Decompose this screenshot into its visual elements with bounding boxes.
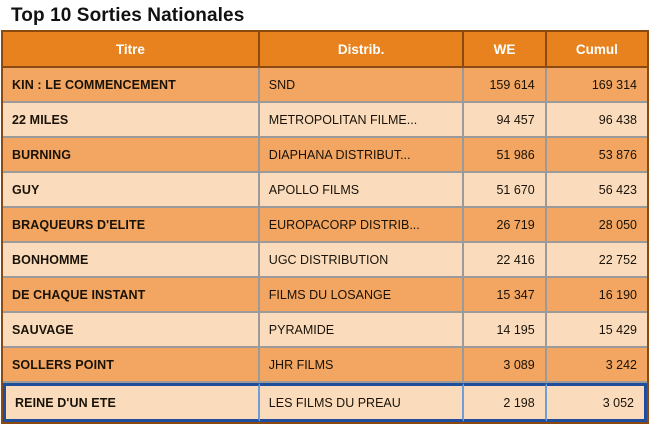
cell-distrib: UGC DISTRIBUTION — [259, 243, 465, 278]
cell-cumul: 169 314 — [546, 68, 647, 103]
cell-titre: SAUVAGE — [3, 313, 260, 348]
cell-distrib: SND — [259, 68, 465, 103]
cell-we: 51 670 — [464, 173, 547, 208]
cell-distrib: DIAPHANA DISTRIBUT... — [259, 138, 465, 173]
cell-we: 15 347 — [464, 278, 547, 313]
column-header-distrib[interactable]: Distrib. — [259, 32, 465, 68]
cell-we: 22 416 — [464, 243, 547, 278]
cell-we: 2 198 — [464, 383, 547, 422]
cell-distrib: PYRAMIDE — [259, 313, 465, 348]
column-header-we[interactable]: WE — [464, 32, 547, 68]
cell-distrib: LES FILMS DU PREAU — [259, 383, 465, 422]
cell-cumul: 28 050 — [546, 208, 647, 243]
column-header-cumul[interactable]: Cumul — [546, 32, 647, 68]
cell-cumul: 22 752 — [546, 243, 647, 278]
cell-distrib: APOLLO FILMS — [259, 173, 465, 208]
cell-titre: 22 MILES — [3, 103, 260, 138]
cell-cumul: 3 052 — [546, 383, 647, 422]
cell-we: 26 719 — [464, 208, 547, 243]
cell-cumul: 16 190 — [546, 278, 647, 313]
cell-we: 14 195 — [464, 313, 547, 348]
cell-distrib: EUROPACORP DISTRIB... — [259, 208, 465, 243]
cell-titre: BONHOMME — [3, 243, 260, 278]
ranking-table-container: Titre Distrib. WE Cumul KIN : LE COMMENC… — [1, 30, 649, 424]
cell-titre: REINE D'UN ETE — [3, 383, 260, 422]
table-row[interactable]: 22 MILES METROPOLITAN FILME... 94 457 96 43… — [3, 103, 647, 138]
page-title: Top 10 Sorties Nationales — [11, 5, 245, 26]
table-row[interactable]: BONHOMME UGC DISTRIBUTION 22 416 22 752 — [3, 243, 647, 278]
cell-we: 3 089 — [464, 348, 547, 383]
cell-distrib: METROPOLITAN FILME... — [259, 103, 465, 138]
cell-titre: GUY — [3, 173, 260, 208]
cell-cumul: 15 429 — [546, 313, 647, 348]
cell-we: 51 986 — [464, 138, 547, 173]
column-header-titre[interactable]: Titre — [3, 32, 260, 68]
table-body: KIN : LE COMMENCEMENT SND 159 614 169 314 22… — [3, 68, 647, 422]
cell-titre: DE CHAQUE INSTANT — [3, 278, 260, 313]
cell-titre: KIN : LE COMMENCEMENT — [3, 68, 260, 103]
cell-cumul: 3 242 — [546, 348, 647, 383]
table-row[interactable]: KIN : LE COMMENCEMENT SND 159 614 169 314 — [3, 68, 647, 103]
cell-titre: BRAQUEURS D'ELITE — [3, 208, 260, 243]
table-row[interactable]: SOLLERS POINT JHR FILMS 3 089 3 242 — [3, 348, 647, 383]
cell-titre: SOLLERS POINT — [3, 348, 260, 383]
cell-we: 159 614 — [464, 68, 547, 103]
table-row[interactable]: REINE D'UN ETE LES FILMS DU PREAU 2 198 3 0… — [3, 383, 647, 422]
table-row[interactable]: SAUVAGE PYRAMIDE 14 195 15 429 — [3, 313, 647, 348]
table-row[interactable]: BRAQUEURS D'ELITE EUROPACORP DISTRIB... 26… — [3, 208, 647, 243]
table-header: Titre Distrib. WE Cumul — [3, 32, 647, 68]
cell-distrib: FILMS DU LOSANGE — [259, 278, 465, 313]
cell-cumul: 56 423 — [546, 173, 647, 208]
table-row[interactable]: GUY APOLLO FILMS 51 670 56 423 — [3, 173, 647, 208]
cell-titre: BURNING — [3, 138, 260, 173]
top-releases-table: Titre Distrib. WE Cumul KIN : LE COMMENC… — [1, 30, 649, 424]
cell-distrib: JHR FILMS — [259, 348, 465, 383]
cell-cumul: 53 876 — [546, 138, 647, 173]
table-row[interactable]: BURNING DIAPHANA DISTRIBUT... 51 986 53 876 — [3, 138, 647, 173]
cell-we: 94 457 — [464, 103, 547, 138]
cell-cumul: 96 438 — [546, 103, 647, 138]
table-row[interactable]: DE CHAQUE INSTANT FILMS DU LOSANGE 15 347 1… — [3, 278, 647, 313]
table-header-row: Titre Distrib. WE Cumul — [3, 32, 647, 68]
